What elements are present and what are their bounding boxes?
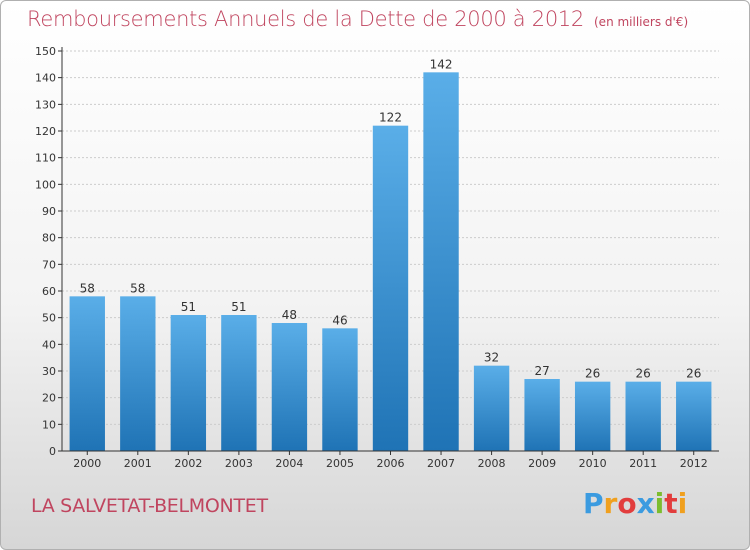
- bars: 58 58 51 51 48 46 122 142 32 27 26 26 26: [69, 57, 712, 452]
- logo-letter: t: [664, 487, 678, 520]
- y-tick-label: 20: [42, 392, 56, 405]
- x-tick-label-2012: 2012: [680, 457, 708, 470]
- y-tick-label: 50: [42, 312, 56, 325]
- data-label-2001: 58: [130, 281, 145, 295]
- location-name: LA SALVETAT-BELMONTET: [31, 495, 268, 517]
- y-tick-label: 40: [42, 338, 56, 351]
- y-tick-label: 90: [42, 205, 56, 218]
- data-label-2012: 26: [686, 367, 701, 381]
- data-label-2011: 26: [636, 367, 651, 381]
- bar-2005: [322, 328, 358, 451]
- y-tick-label: 130: [35, 98, 56, 111]
- x-tick-label-2000: 2000: [73, 457, 101, 470]
- y-tick-label: 80: [42, 232, 56, 245]
- y-tick-label: 100: [35, 178, 56, 191]
- x-tick-label-2011: 2011: [629, 457, 657, 470]
- logo-letter: i: [677, 487, 688, 520]
- x-tick-label-2004: 2004: [275, 457, 303, 470]
- bar-2002: [170, 315, 207, 451]
- x-tick-label-2005: 2005: [326, 457, 354, 470]
- logo-letter: x: [636, 487, 655, 520]
- bar-2011: [625, 381, 661, 451]
- data-label-2002: 51: [181, 300, 196, 314]
- data-label-2008: 32: [484, 351, 499, 365]
- data-label-2005: 46: [332, 313, 347, 327]
- y-tick-label: 30: [42, 365, 56, 378]
- bar-2006: [372, 125, 409, 452]
- x-tick-label-2010: 2010: [579, 457, 607, 470]
- title-row: Remboursements Annuels de la Dette de 20…: [27, 7, 688, 31]
- y-tick-label: 150: [35, 45, 56, 58]
- bar-2001: [120, 296, 156, 451]
- x-tick-label-2003: 2003: [225, 457, 253, 470]
- bar-2010: [574, 381, 611, 451]
- data-label-2010: 26: [585, 367, 600, 381]
- y-tick-label: 110: [35, 152, 56, 165]
- bar-2009: [524, 379, 560, 451]
- logo-letter: o: [617, 487, 637, 520]
- proxiti-logo[interactable]: Proxiti: [583, 487, 687, 520]
- x-tick-label-2008: 2008: [478, 457, 506, 470]
- chart-title: Remboursements Annuels de la Dette de 20…: [27, 7, 584, 31]
- bar-2007: [423, 72, 459, 451]
- data-label-2004: 48: [282, 308, 297, 322]
- logo-letter: i: [654, 487, 665, 520]
- axes: 0 10 20 30 40 50 60 70 80 90 100 110 120 130 140 150 200…: [35, 45, 719, 470]
- y-tick-label: 60: [42, 285, 56, 298]
- bar-2004: [271, 323, 308, 451]
- x-tick-label-2002: 2002: [174, 457, 202, 470]
- data-label-2007: 142: [430, 57, 453, 71]
- x-tick-label-2006: 2006: [377, 457, 405, 470]
- logo-letter: P: [583, 487, 604, 520]
- logo-letter: r: [603, 487, 618, 520]
- y-tick-label: 10: [42, 418, 56, 431]
- data-label-2009: 27: [534, 364, 549, 378]
- data-label-2006: 122: [379, 111, 402, 125]
- bar-2012: [676, 381, 712, 451]
- bar-2008: [473, 365, 510, 451]
- y-tick-label: 120: [35, 125, 56, 138]
- x-tick-label-2009: 2009: [528, 457, 556, 470]
- y-tick-label: 70: [42, 258, 56, 271]
- data-label-2000: 58: [80, 281, 95, 295]
- x-tick-label-2007: 2007: [427, 457, 455, 470]
- y-tick-label: 140: [35, 72, 56, 85]
- bar-2000: [69, 296, 105, 451]
- data-label-2003: 51: [231, 300, 246, 314]
- x-tick-label-2001: 2001: [124, 457, 152, 470]
- bar-2003: [221, 315, 257, 451]
- unit-note: (en milliers d'€): [594, 15, 689, 29]
- y-tick-label: 0: [49, 445, 56, 458]
